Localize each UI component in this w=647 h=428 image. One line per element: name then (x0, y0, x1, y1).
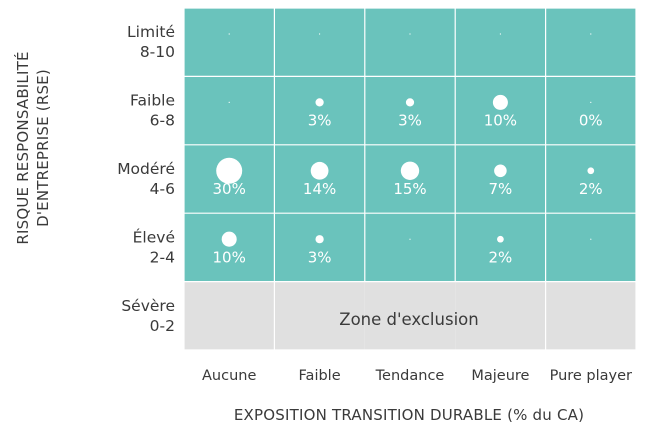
cell-value-label: 30% (213, 180, 246, 198)
row-label-name: Limité (127, 23, 175, 41)
heatmap-cell (545, 8, 636, 77)
heatmap-cell (545, 281, 636, 350)
bubble (409, 238, 411, 240)
bubble (409, 33, 411, 35)
heatmap-cell (545, 213, 636, 282)
bubble (400, 161, 420, 180)
heatmap-cell (364, 8, 456, 77)
cell-value-label: 3% (308, 112, 332, 130)
row-labels: Limité 8-10 Faible 6-8 Modéré 4-6 Élevé 2-4 Sévè… (117, 23, 175, 335)
row-label-range: 0-2 (150, 317, 175, 335)
bubble (315, 98, 324, 107)
column-label: Majeure (471, 368, 529, 384)
x-axis-title: EXPOSITION TRANSITION DURABLE (% du CA) (234, 406, 584, 424)
bubble (499, 33, 501, 35)
cell-value-label: 3% (308, 248, 332, 266)
cell-value-label: 2% (579, 180, 603, 198)
y-axis-title-line-2: D'ENTREPRISE (RSE) (34, 69, 52, 227)
heatmap-cell (455, 144, 546, 214)
row-label-name: Faible (130, 92, 175, 110)
cell-value-label: 14% (303, 180, 336, 198)
heatmap-cell (274, 213, 365, 282)
heatmap-cell (364, 281, 456, 350)
heatmap-cell (455, 8, 546, 77)
column-label: Faible (299, 368, 341, 384)
bubble (221, 231, 237, 247)
bubble (228, 33, 230, 35)
heatmap-cell (545, 144, 636, 214)
heatmap-cell (184, 281, 275, 350)
row-label-range: 6-8 (150, 112, 175, 130)
heatmap-cell (364, 213, 456, 282)
bubble (319, 33, 321, 35)
bubble (405, 98, 415, 107)
heatmap-cell (455, 213, 546, 282)
bubble (216, 157, 243, 184)
bubble (494, 164, 507, 178)
heatmap-cell (274, 8, 365, 77)
cell-value-label: 10% (484, 112, 517, 130)
bubble (590, 33, 592, 35)
bubble (310, 161, 329, 180)
heatmap-cell (184, 213, 275, 282)
bubble (492, 94, 508, 110)
cell-value-label: 3% (398, 112, 422, 130)
bubble (228, 101, 230, 103)
heatmap-cell (274, 281, 365, 350)
bubble (590, 238, 592, 240)
cell-value-label: 10% (213, 248, 246, 266)
heatmap-cell (184, 76, 275, 145)
y-axis-title-line-1: RISQUE RESPONSABILITÉ (13, 51, 32, 244)
column-label: Aucune (202, 368, 256, 384)
bubble (315, 235, 324, 244)
row-label-range: 2-4 (150, 248, 175, 266)
bubble (587, 167, 595, 175)
cell-value-label: 2% (489, 248, 513, 266)
heatmap-cell (455, 281, 546, 350)
column-labels: Aucune Faible Tendance Majeure Pure player (202, 368, 632, 384)
y-axis-title: RISQUE RESPONSABILITÉ D'ENTREPRISE (RSE) (13, 51, 52, 244)
column-label: Tendance (375, 368, 445, 384)
heatmap-cell (545, 76, 636, 145)
column-label: Pure player (550, 368, 632, 384)
heatmap-cell (274, 76, 365, 145)
row-label-range: 4-6 (150, 180, 175, 198)
heatmap-grid: 3% 3% 10% 0% 30% 14% 15% 7% 2% 10% 3% 2% (183, 7, 637, 351)
row-label-range: 8-10 (140, 43, 175, 61)
bubble (497, 235, 504, 243)
cell-value-label: 7% (489, 180, 513, 198)
cell-value-label: 15% (393, 180, 426, 198)
bubble (590, 101, 592, 103)
cell-value-label: 0% (579, 112, 603, 130)
row-label-name: Sévère (121, 297, 175, 315)
row-label-name: Élevé (133, 227, 175, 246)
exclusion-zone-label: Zone d'exclusion (339, 310, 478, 329)
row-label-name: Modéré (117, 160, 175, 178)
heatmap-cell (364, 76, 456, 145)
heatmap-cell (455, 76, 546, 145)
heatmap-cell (184, 8, 275, 77)
